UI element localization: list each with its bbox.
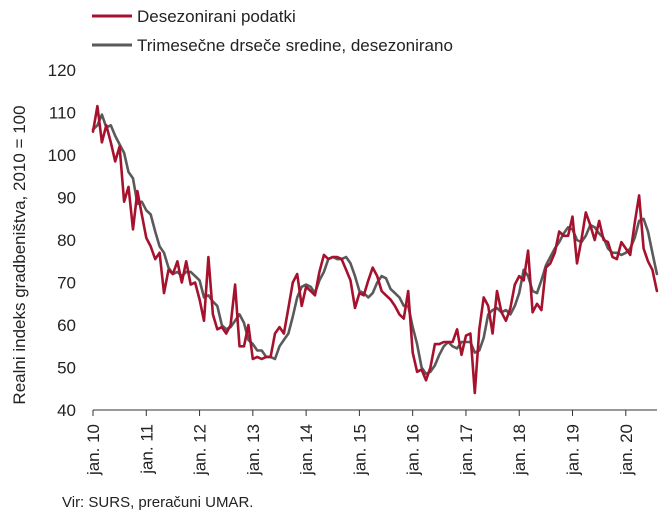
y-tick-label: 100 — [48, 146, 76, 165]
x-tick-label: jan. 13 — [244, 424, 263, 476]
x-tick-label: jan. 14 — [297, 424, 316, 476]
legend: Desezonirani podatki Trimesečne drseče s… — [92, 7, 453, 55]
x-tick-label: jan. 18 — [510, 424, 529, 476]
y-tick-label: 70 — [57, 274, 76, 293]
source-note: Vir: SURS, preračuni UMAR. — [62, 494, 254, 511]
y-tick-label: 40 — [57, 401, 76, 420]
y-tick-label: 110 — [49, 104, 76, 123]
x-tick-label: jan. 19 — [564, 424, 583, 476]
y-tick-label: 120 — [48, 61, 76, 80]
y-tick-label: 60 — [57, 316, 76, 335]
series-layer — [91, 104, 659, 395]
y-tick-label: 90 — [57, 189, 76, 208]
x-tick-label: jan. 20 — [617, 424, 636, 476]
series-line-desezonirani — [91, 104, 659, 395]
x-tick-label: jan. 17 — [457, 424, 476, 476]
x-tick-label: jan. 10 — [84, 424, 103, 476]
y-axis-title: Realni indeks gradbeništva, 2010 = 100 — [10, 105, 29, 404]
series-line-drsece-sredine — [91, 113, 659, 376]
x-tick-label: jan. 11 — [137, 424, 156, 475]
x-tick-label: jan. 12 — [191, 424, 210, 476]
x-tick-label: jan. 16 — [404, 424, 423, 476]
y-tick-label: 50 — [57, 359, 76, 378]
legend-label-desezonirani: Desezonirani podatki — [137, 7, 296, 26]
x-tick-label: jan. 15 — [350, 424, 369, 476]
y-axis: 40 50 60 70 80 90 100 110 120 — [48, 61, 76, 420]
x-axis: jan. 10 jan. 11 jan. 12 jan. 13 jan. 14 jan. … — [84, 409, 657, 476]
legend-label-drsece-sredine: Trimesečne drseče sredine, desezonirano — [137, 36, 453, 55]
y-tick-label: 80 — [57, 231, 76, 250]
